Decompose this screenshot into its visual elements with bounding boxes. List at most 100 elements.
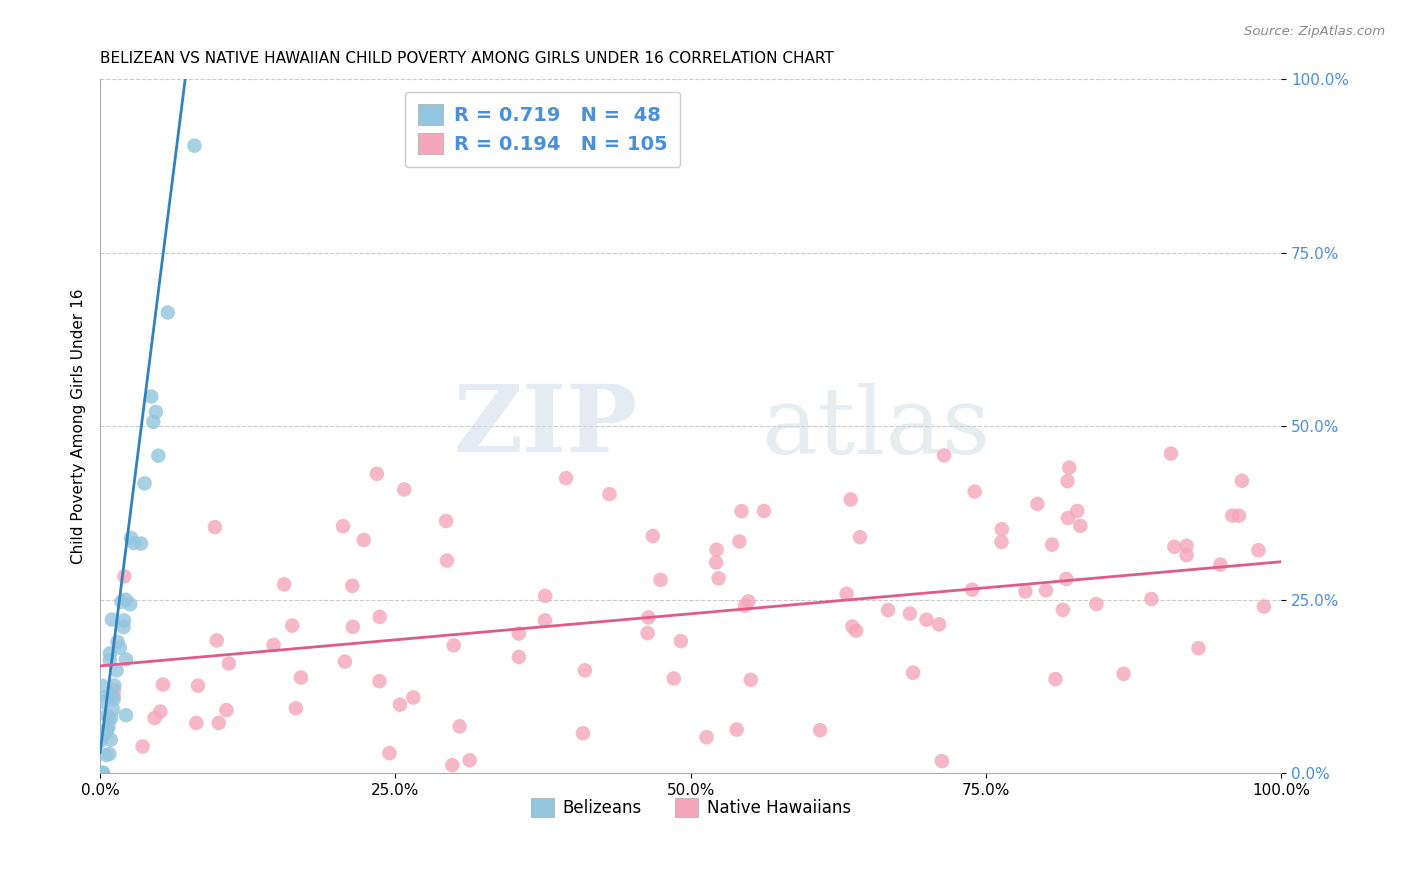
Point	[1230, 474, 1253, 488]
Point	[1057, 460, 1080, 475]
Point	[93, 695, 115, 709]
Point	[1209, 558, 1232, 572]
Point	[90, 766, 112, 780]
Point	[534, 589, 557, 603]
Point	[205, 633, 228, 648]
Y-axis label: Child Poverty Among Girls Under 16: Child Poverty Among Girls Under 16	[72, 289, 86, 564]
Point	[342, 620, 364, 634]
Point	[333, 655, 356, 669]
Point	[963, 484, 986, 499]
Point	[115, 708, 138, 723]
Point	[898, 607, 921, 621]
Point	[402, 690, 425, 705]
Point	[353, 533, 375, 547]
Point	[449, 719, 471, 733]
Point	[1052, 603, 1074, 617]
Point	[98, 647, 121, 661]
Point	[1066, 504, 1088, 518]
Point	[290, 670, 312, 684]
Point	[91, 679, 114, 693]
Point	[1054, 572, 1077, 586]
Point	[637, 626, 659, 640]
Point	[378, 746, 401, 760]
Point	[149, 705, 172, 719]
Point	[100, 711, 122, 725]
Point	[98, 711, 121, 725]
Point	[1069, 519, 1091, 533]
Point	[662, 672, 685, 686]
Point	[534, 613, 557, 627]
Point	[120, 597, 142, 611]
Point	[808, 723, 831, 738]
Point	[183, 138, 205, 153]
Point	[1112, 666, 1135, 681]
Point	[120, 531, 142, 545]
Point	[574, 663, 596, 677]
Point	[1253, 599, 1275, 614]
Point	[740, 673, 762, 687]
Point	[1247, 543, 1270, 558]
Text: atlas: atlas	[762, 384, 991, 474]
Point	[1140, 592, 1163, 607]
Point	[187, 679, 209, 693]
Point	[1227, 508, 1250, 523]
Point	[366, 467, 388, 481]
Point	[1035, 583, 1057, 598]
Point	[704, 556, 727, 570]
Point	[91, 766, 114, 780]
Point	[101, 702, 124, 716]
Point	[110, 595, 132, 609]
Legend: Belizeans, Native Hawaiians: Belizeans, Native Hawaiians	[524, 791, 858, 824]
Point	[94, 747, 117, 762]
Point	[105, 664, 128, 678]
Point	[434, 514, 457, 528]
Point	[441, 758, 464, 772]
Point	[131, 739, 153, 754]
Point	[96, 708, 118, 723]
Point	[841, 619, 863, 633]
Point	[143, 711, 166, 725]
Point	[849, 530, 872, 544]
Point	[725, 723, 748, 737]
Point	[706, 542, 728, 557]
Point	[284, 701, 307, 715]
Point	[443, 639, 465, 653]
Point	[98, 653, 121, 667]
Point	[1222, 508, 1244, 523]
Point	[1175, 548, 1198, 562]
Point	[100, 732, 122, 747]
Point	[730, 504, 752, 518]
Point	[1040, 538, 1063, 552]
Point	[696, 730, 718, 744]
Point	[839, 492, 862, 507]
Point	[1175, 539, 1198, 553]
Point	[114, 592, 136, 607]
Point	[215, 703, 238, 717]
Point	[641, 529, 664, 543]
Point	[134, 476, 156, 491]
Text: ZIP: ZIP	[453, 382, 637, 471]
Point	[112, 569, 135, 583]
Point	[1014, 584, 1036, 599]
Point	[152, 677, 174, 691]
Point	[737, 594, 759, 608]
Point	[273, 577, 295, 591]
Point	[96, 725, 118, 739]
Point	[122, 536, 145, 550]
Point	[1056, 474, 1078, 488]
Point	[141, 390, 163, 404]
Point	[103, 689, 125, 703]
Point	[508, 626, 530, 640]
Point	[204, 520, 226, 534]
Point	[96, 690, 118, 704]
Point	[1085, 597, 1108, 611]
Point	[637, 610, 659, 624]
Point	[990, 535, 1012, 549]
Point	[112, 614, 135, 628]
Point	[436, 553, 458, 567]
Point	[91, 766, 114, 780]
Point	[877, 603, 900, 617]
Point	[392, 483, 415, 497]
Point	[835, 587, 858, 601]
Point	[89, 734, 111, 748]
